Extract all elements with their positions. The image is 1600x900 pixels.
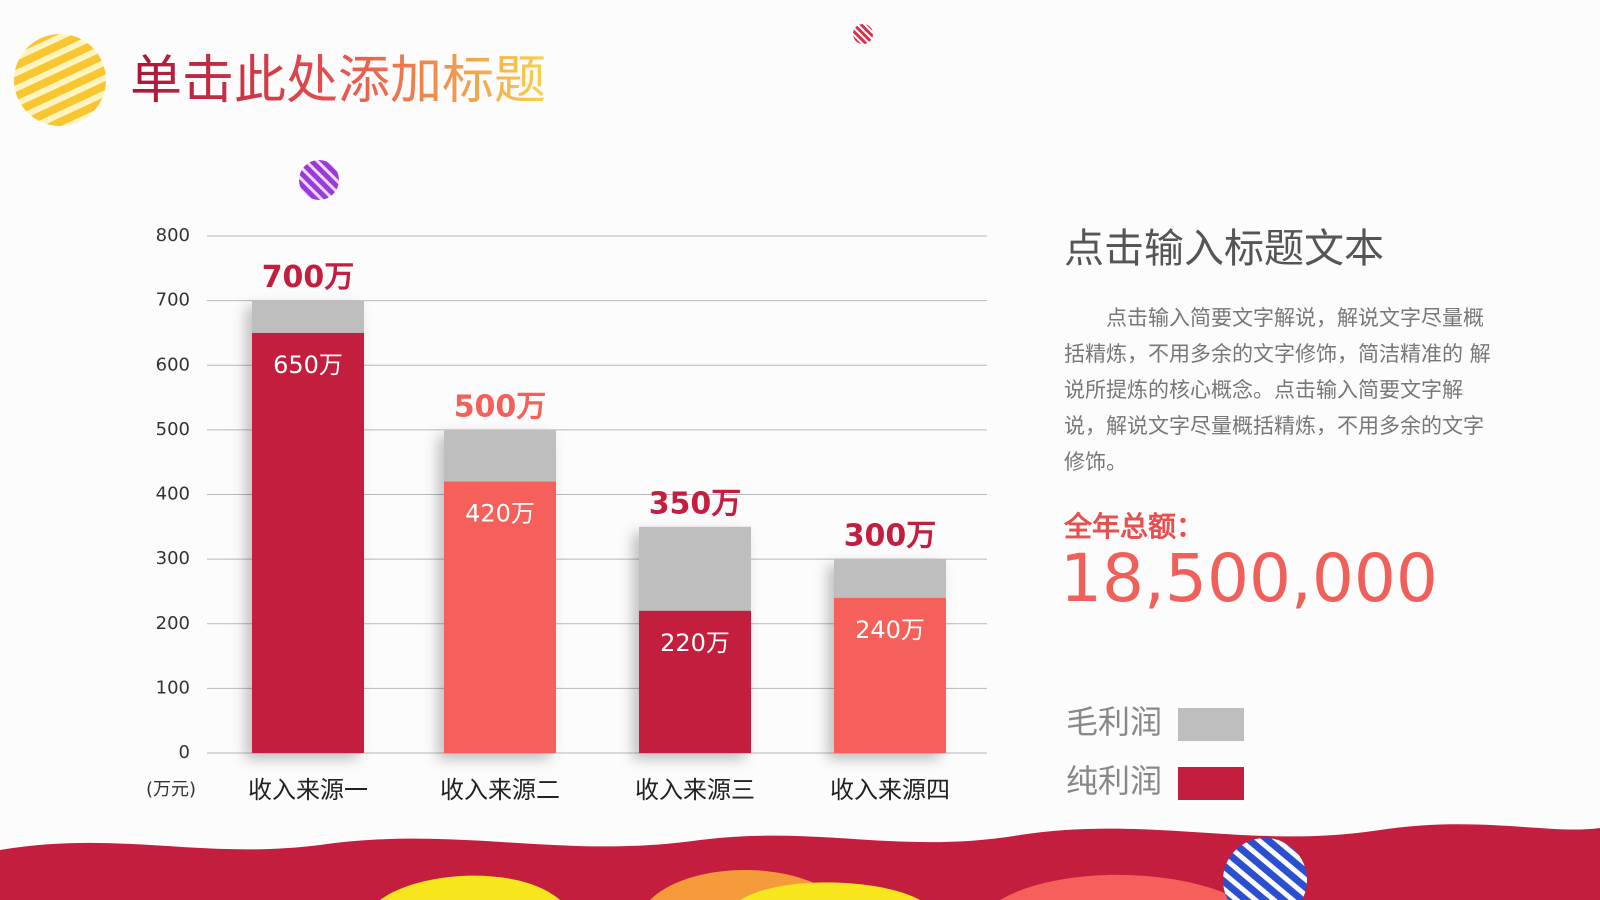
x-tick-label: 收入来源一: [248, 776, 368, 804]
value-label: 300万: [844, 519, 937, 554]
y-tick-label: 300: [156, 548, 190, 569]
deco-ball: [853, 24, 873, 44]
y-unit-label: (万元): [146, 779, 196, 800]
total-value: 18,500,000: [1060, 540, 1438, 617]
bar: [444, 481, 556, 753]
value-label: 220万: [660, 629, 730, 657]
y-tick-label: 400: [156, 484, 190, 505]
x-tick-label: 收入来源四: [830, 776, 950, 804]
value-label: 420万: [465, 500, 535, 528]
y-tick-label: 500: [156, 419, 190, 440]
value-label: 650万: [273, 351, 343, 379]
bar: [252, 332, 364, 753]
x-tick-label: 收入来源三: [635, 776, 755, 804]
wave: [1000, 874, 1240, 900]
side-body: 点击输入简要文字解说，解说文字尽量概括精炼，不用多余的文字修饰，简洁精准的 解说…: [1064, 306, 1491, 474]
bar: [639, 610, 751, 753]
legend-label: 毛利润: [1066, 703, 1162, 741]
value-label: 240万: [855, 616, 925, 644]
wave: [380, 875, 560, 900]
deco-ball: [14, 34, 106, 126]
value-label: 700万: [262, 260, 355, 295]
total-label: 全年总额：: [1064, 510, 1205, 543]
value-label: 350万: [649, 486, 742, 521]
deco-ball: [299, 160, 339, 200]
bar: [834, 597, 946, 753]
deco-ball: [1223, 838, 1307, 900]
y-tick-label: 600: [156, 354, 190, 375]
slide-title: 单击此处添加标题: [130, 51, 546, 111]
x-tick-label: 收入来源二: [440, 776, 560, 804]
legend-swatch: [1178, 767, 1244, 800]
value-label: 500万: [454, 389, 547, 424]
y-tick-label: 200: [156, 613, 190, 634]
y-tick-label: 700: [156, 290, 190, 311]
wave: [740, 882, 920, 900]
wave: [0, 824, 1600, 900]
legend-swatch: [1178, 708, 1244, 741]
side-heading: 点击输入标题文本: [1064, 226, 1384, 272]
y-tick-label: 0: [179, 742, 190, 763]
y-tick-label: 100: [156, 677, 190, 698]
legend-label: 纯利润: [1066, 762, 1162, 800]
y-tick-label: 800: [156, 225, 190, 246]
